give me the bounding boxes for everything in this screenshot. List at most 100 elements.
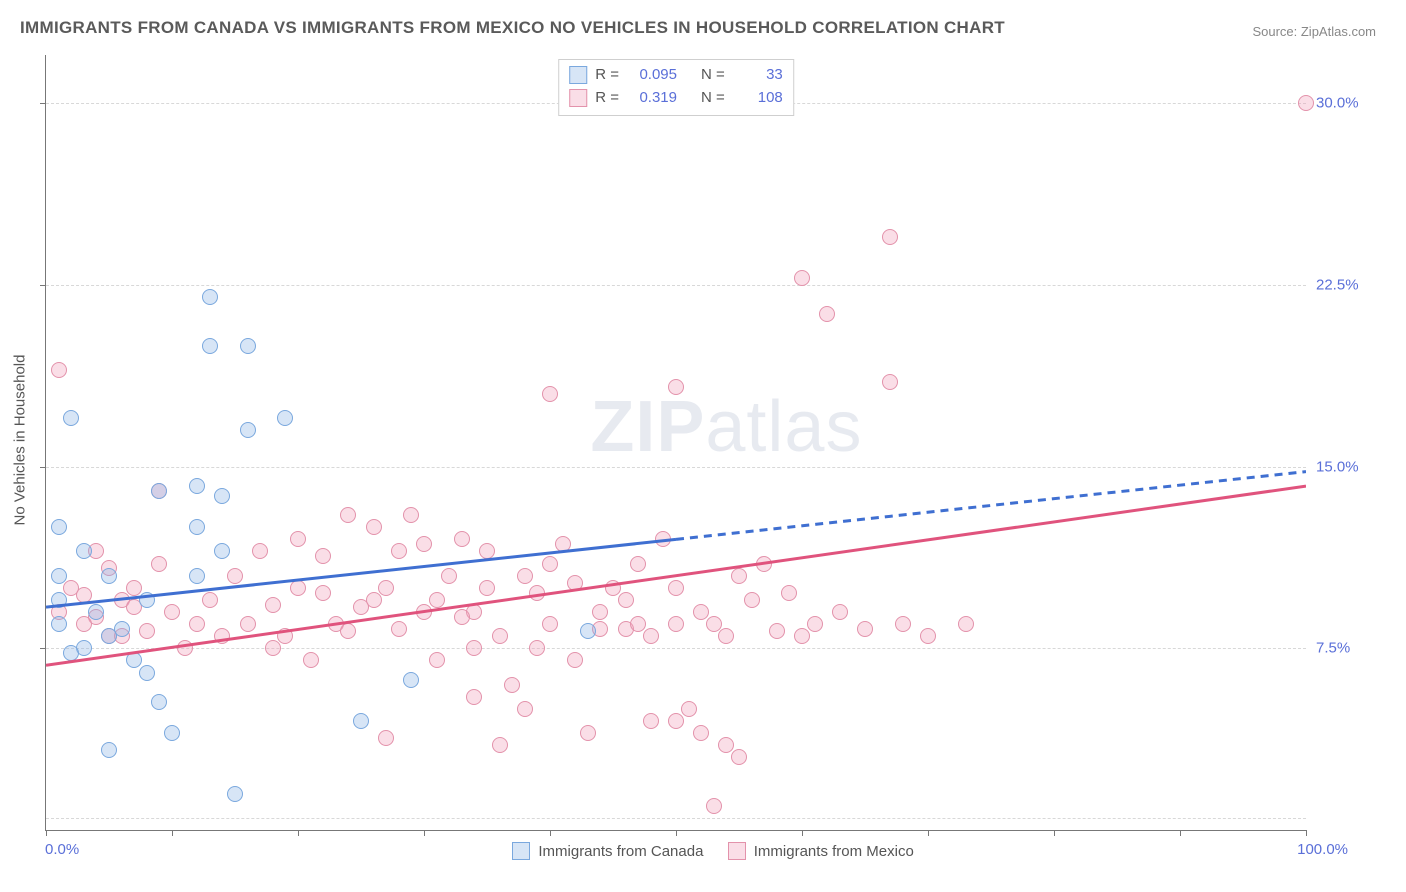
data-point-mexico: [139, 623, 155, 639]
data-point-canada: [101, 568, 117, 584]
data-point-mexico: [958, 616, 974, 632]
data-point-canada: [63, 645, 79, 661]
data-point-mexico: [189, 616, 205, 632]
data-point-canada: [51, 616, 67, 632]
data-point-mexico: [403, 507, 419, 523]
data-point-mexico: [794, 270, 810, 286]
n-label: N =: [701, 64, 725, 87]
r-label: R =: [595, 87, 619, 110]
r-label: R =: [595, 64, 619, 87]
data-point-mexico: [265, 597, 281, 613]
data-point-mexico: [857, 621, 873, 637]
gridline: [46, 648, 1306, 649]
data-point-canada: [126, 652, 142, 668]
data-point-mexico: [693, 725, 709, 741]
data-point-mexico: [668, 616, 684, 632]
data-point-mexico: [668, 713, 684, 729]
data-point-mexico: [466, 640, 482, 656]
data-point-canada: [240, 338, 256, 354]
source-label: Source: ZipAtlas.com: [1252, 24, 1376, 39]
data-point-mexico: [706, 798, 722, 814]
data-point-mexico: [492, 628, 508, 644]
data-point-mexico: [378, 730, 394, 746]
data-point-mexico: [366, 592, 382, 608]
y-axis-tick-label: 7.5%: [1316, 640, 1350, 657]
data-point-mexico: [202, 592, 218, 608]
data-point-mexico: [542, 386, 558, 402]
data-point-mexico: [706, 616, 722, 632]
data-point-mexico: [303, 652, 319, 668]
gridline: [46, 285, 1306, 286]
data-point-mexico: [592, 604, 608, 620]
stats-row-mexico: R = 0.319 N = 108: [569, 87, 783, 110]
data-point-mexico: [315, 548, 331, 564]
r-value-canada: 0.095: [627, 64, 677, 87]
gridline: [46, 467, 1306, 468]
data-point-mexico: [618, 592, 634, 608]
data-point-mexico: [479, 543, 495, 559]
r-value-mexico: 0.319: [627, 87, 677, 110]
data-point-canada: [189, 519, 205, 535]
data-point-mexico: [252, 543, 268, 559]
data-point-mexico: [366, 519, 382, 535]
data-point-mexico: [240, 616, 256, 632]
data-point-mexico: [76, 616, 92, 632]
swatch-mexico: [569, 89, 587, 107]
data-point-mexico: [555, 536, 571, 552]
data-point-mexico: [718, 737, 734, 753]
chart-container: IMMIGRANTS FROM CANADA VS IMMIGRANTS FRO…: [0, 0, 1406, 892]
n-value-mexico: 108: [733, 87, 783, 110]
data-point-mexico: [542, 556, 558, 572]
swatch-canada: [569, 66, 587, 84]
gridline: [46, 818, 1306, 819]
data-point-canada: [277, 410, 293, 426]
data-point-mexico: [391, 543, 407, 559]
data-point-mexico: [832, 604, 848, 620]
data-point-mexico: [794, 628, 810, 644]
n-label: N =: [701, 87, 725, 110]
data-point-mexico: [429, 592, 445, 608]
data-point-mexico: [164, 604, 180, 620]
stats-row-canada: R = 0.095 N = 33: [569, 64, 783, 87]
data-point-mexico: [277, 628, 293, 644]
data-point-mexico: [429, 652, 445, 668]
data-point-mexico: [504, 677, 520, 693]
data-point-canada: [151, 694, 167, 710]
data-point-mexico: [643, 628, 659, 644]
data-point-mexico: [151, 556, 167, 572]
data-point-canada: [353, 713, 369, 729]
data-point-mexico: [466, 689, 482, 705]
data-point-mexico: [479, 580, 495, 596]
data-point-mexico: [51, 362, 67, 378]
data-point-canada: [101, 742, 117, 758]
n-value-canada: 33: [733, 64, 783, 87]
chart-title: IMMIGRANTS FROM CANADA VS IMMIGRANTS FRO…: [20, 18, 1005, 38]
data-point-mexico: [529, 585, 545, 601]
data-point-mexico: [126, 580, 142, 596]
y-axis-tick-label: 15.0%: [1316, 458, 1359, 475]
data-point-canada: [51, 568, 67, 584]
data-point-mexico: [643, 713, 659, 729]
data-point-canada: [88, 604, 104, 620]
data-point-mexico: [454, 609, 470, 625]
y-axis-title: No Vehicles in Household: [12, 355, 29, 526]
data-point-mexico: [681, 701, 697, 717]
data-point-canada: [76, 543, 92, 559]
data-point-mexico: [731, 568, 747, 584]
data-point-mexico: [668, 580, 684, 596]
data-point-mexico: [693, 604, 709, 620]
data-point-mexico: [630, 556, 646, 572]
data-point-mexico: [895, 616, 911, 632]
data-point-canada: [139, 592, 155, 608]
data-point-mexico: [567, 575, 583, 591]
data-point-mexico: [315, 585, 331, 601]
data-point-mexico: [454, 531, 470, 547]
legend-label-canada: Immigrants from Canada: [538, 843, 703, 860]
data-point-mexico: [391, 621, 407, 637]
data-point-mexico: [378, 580, 394, 596]
data-point-canada: [202, 289, 218, 305]
data-point-mexico: [744, 592, 760, 608]
data-point-mexico: [567, 652, 583, 668]
data-point-mexico: [630, 616, 646, 632]
data-point-mexico: [290, 580, 306, 596]
